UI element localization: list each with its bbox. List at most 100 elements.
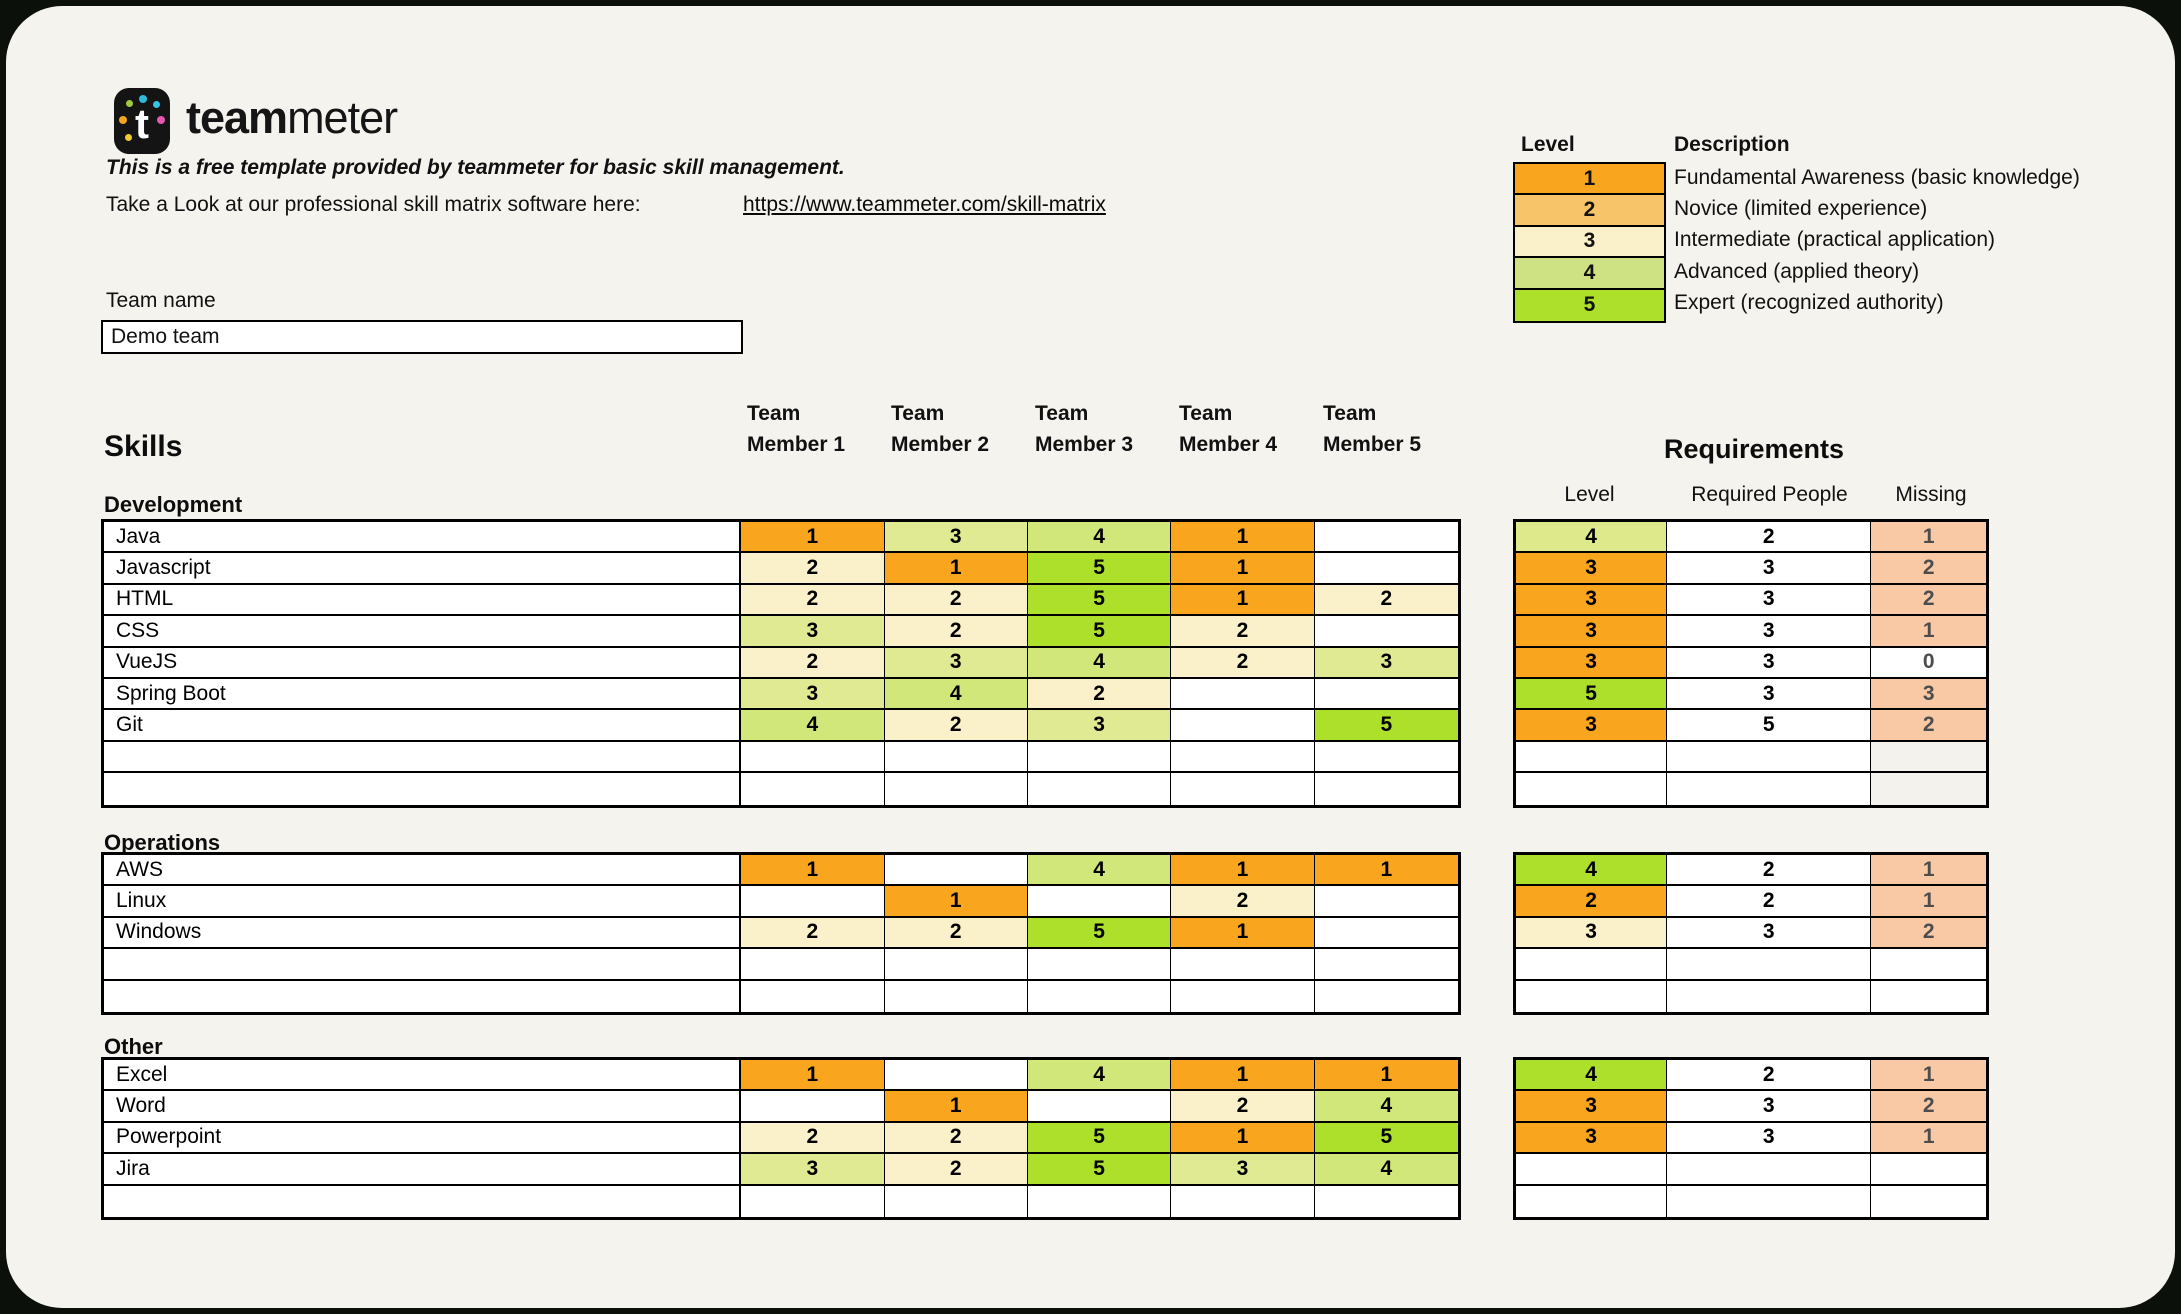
- skill-level-cell[interactable]: 2: [741, 584, 885, 615]
- skill-level-cell[interactable]: 1: [1171, 522, 1315, 552]
- skill-level-cell[interactable]: 2: [741, 917, 885, 948]
- skill-name-cell[interactable]: Spring Boot: [104, 678, 742, 709]
- req-level-cell[interactable]: [1516, 1185, 1668, 1217]
- skill-level-cell[interactable]: [1171, 678, 1315, 709]
- skill-name-cell[interactable]: Jira: [104, 1154, 742, 1184]
- skill-level-cell[interactable]: [1314, 553, 1458, 583]
- req-level-cell[interactable]: 4: [1516, 855, 1668, 885]
- skill-name-cell[interactable]: Git: [104, 710, 742, 740]
- req-missing-cell[interactable]: [1871, 773, 1986, 805]
- skill-level-cell[interactable]: [741, 949, 885, 979]
- skill-level-cell[interactable]: 3: [1314, 647, 1458, 677]
- skill-level-cell[interactable]: 2: [1171, 647, 1315, 677]
- req-missing-cell[interactable]: [1871, 949, 1986, 979]
- req-level-cell[interactable]: 3: [1516, 1122, 1668, 1153]
- req-required-people-cell[interactable]: [1667, 741, 1872, 772]
- req-level-cell[interactable]: 3: [1516, 584, 1668, 615]
- skill-level-cell[interactable]: 1: [884, 886, 1028, 916]
- skill-level-cell[interactable]: 2: [1171, 616, 1315, 646]
- skill-level-cell[interactable]: 3: [1171, 1154, 1315, 1184]
- skill-name-cell[interactable]: Word: [104, 1091, 742, 1121]
- req-level-cell[interactable]: 3: [1516, 710, 1668, 740]
- req-required-people-cell[interactable]: 3: [1667, 553, 1872, 583]
- skill-level-cell[interactable]: 4: [1027, 855, 1172, 885]
- skill-level-cell[interactable]: 2: [1171, 886, 1315, 916]
- skill-level-cell[interactable]: 4: [1027, 522, 1172, 552]
- req-level-cell[interactable]: 4: [1516, 522, 1668, 552]
- req-required-people-cell[interactable]: 5: [1667, 710, 1872, 740]
- req-missing-cell[interactable]: 2: [1871, 553, 1986, 583]
- skill-level-cell[interactable]: [1171, 980, 1315, 1012]
- skill-level-cell[interactable]: [741, 980, 885, 1012]
- skill-name-cell[interactable]: Windows: [104, 917, 742, 948]
- skill-level-cell[interactable]: 2: [1171, 1091, 1315, 1121]
- skill-level-cell[interactable]: 2: [884, 1154, 1028, 1184]
- req-level-cell[interactable]: 3: [1516, 553, 1668, 583]
- skill-level-cell[interactable]: 1: [1171, 1060, 1315, 1090]
- skill-level-cell[interactable]: [741, 1091, 885, 1121]
- skill-level-cell[interactable]: [1314, 949, 1458, 979]
- skill-level-cell[interactable]: 5: [1314, 1122, 1458, 1153]
- skill-level-cell[interactable]: 3: [741, 1154, 885, 1184]
- skill-name-cell[interactable]: Excel: [104, 1060, 742, 1090]
- req-level-cell[interactable]: 3: [1516, 616, 1668, 646]
- req-level-cell[interactable]: 3: [1516, 647, 1668, 677]
- skill-level-cell[interactable]: [1314, 741, 1458, 772]
- skill-level-cell[interactable]: [1314, 773, 1458, 805]
- skill-name-cell[interactable]: [104, 741, 742, 772]
- skill-level-cell[interactable]: 3: [741, 616, 885, 646]
- skill-level-cell[interactable]: 1: [1171, 584, 1315, 615]
- skill-level-cell[interactable]: [884, 741, 1028, 772]
- skill-level-cell[interactable]: 3: [741, 678, 885, 709]
- skill-level-cell[interactable]: [1171, 1185, 1315, 1217]
- skill-level-cell[interactable]: [1171, 949, 1315, 979]
- skill-level-cell[interactable]: 2: [884, 917, 1028, 948]
- skill-name-cell[interactable]: [104, 949, 742, 979]
- skill-level-cell[interactable]: 3: [1027, 710, 1172, 740]
- skill-level-cell[interactable]: 1: [1314, 1060, 1458, 1090]
- skill-level-cell[interactable]: 5: [1027, 553, 1172, 583]
- skill-level-cell[interactable]: 2: [884, 616, 1028, 646]
- skill-level-cell[interactable]: [1314, 980, 1458, 1012]
- skill-level-cell[interactable]: 4: [1314, 1091, 1458, 1121]
- skill-level-cell[interactable]: 4: [1027, 647, 1172, 677]
- skill-level-cell[interactable]: 4: [741, 710, 885, 740]
- req-missing-cell[interactable]: 2: [1871, 710, 1986, 740]
- skill-level-cell[interactable]: [1027, 773, 1172, 805]
- skill-name-cell[interactable]: [104, 773, 742, 805]
- skill-level-cell[interactable]: [1027, 1185, 1172, 1217]
- skill-name-cell[interactable]: Javascript: [104, 553, 742, 583]
- skill-level-cell[interactable]: 1: [1171, 855, 1315, 885]
- skill-name-cell[interactable]: [104, 980, 742, 1012]
- req-missing-cell[interactable]: [1871, 741, 1986, 772]
- skill-level-cell[interactable]: 1: [884, 1091, 1028, 1121]
- skill-level-cell[interactable]: 1: [741, 522, 885, 552]
- req-missing-cell[interactable]: [1871, 1154, 1986, 1184]
- req-required-people-cell[interactable]: [1667, 773, 1872, 805]
- skill-level-cell[interactable]: [884, 773, 1028, 805]
- req-required-people-cell[interactable]: 3: [1667, 1091, 1872, 1121]
- skill-level-cell[interactable]: [1027, 1091, 1172, 1121]
- skill-matrix-link[interactable]: https://www.teammeter.com/skill-matrix: [743, 193, 1106, 216]
- req-level-cell[interactable]: 2: [1516, 886, 1668, 916]
- skill-level-cell[interactable]: [1314, 522, 1458, 552]
- req-required-people-cell[interactable]: [1667, 980, 1872, 1012]
- req-missing-cell[interactable]: 3: [1871, 678, 1986, 709]
- skill-level-cell[interactable]: 2: [1027, 678, 1172, 709]
- skill-level-cell[interactable]: [1027, 980, 1172, 1012]
- req-level-cell[interactable]: [1516, 741, 1668, 772]
- req-missing-cell[interactable]: 2: [1871, 1091, 1986, 1121]
- skill-level-cell[interactable]: [1171, 741, 1315, 772]
- req-level-cell[interactable]: 3: [1516, 917, 1668, 948]
- req-required-people-cell[interactable]: 2: [1667, 855, 1872, 885]
- req-missing-cell[interactable]: 2: [1871, 584, 1986, 615]
- req-missing-cell[interactable]: 2: [1871, 917, 1986, 948]
- req-required-people-cell[interactable]: 3: [1667, 678, 1872, 709]
- req-missing-cell[interactable]: [1871, 1185, 1986, 1217]
- req-level-cell[interactable]: 4: [1516, 1060, 1668, 1090]
- skill-level-cell[interactable]: 2: [741, 647, 885, 677]
- req-level-cell[interactable]: 5: [1516, 678, 1668, 709]
- skill-name-cell[interactable]: Powerpoint: [104, 1122, 742, 1153]
- skill-level-cell[interactable]: 5: [1027, 584, 1172, 615]
- skill-level-cell[interactable]: 5: [1027, 1154, 1172, 1184]
